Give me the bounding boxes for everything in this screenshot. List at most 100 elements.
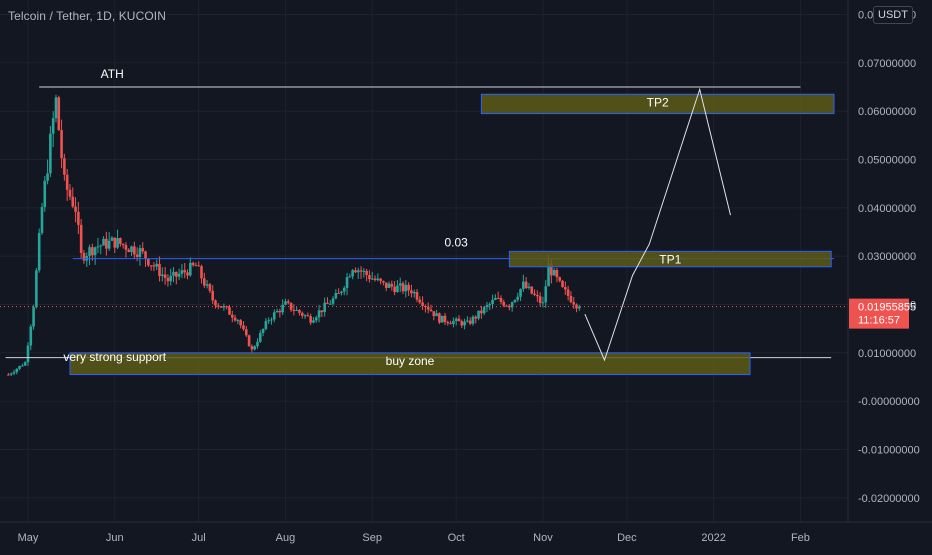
candle <box>410 290 413 294</box>
candle <box>177 273 181 277</box>
candle <box>334 293 338 299</box>
candle <box>247 335 251 347</box>
candle <box>121 243 125 246</box>
candle <box>564 286 567 290</box>
zone-rectangle[interactable] <box>480 93 835 115</box>
candle <box>189 262 192 276</box>
candle <box>63 158 66 175</box>
projection-path[interactable] <box>584 87 731 362</box>
candle <box>51 118 55 134</box>
candle <box>141 248 145 252</box>
candle <box>536 294 539 297</box>
zone-rectangle[interactable] <box>508 250 832 268</box>
candle <box>488 303 492 306</box>
candle <box>54 97 58 119</box>
currency-badge[interactable]: USDT <box>873 6 913 24</box>
price-tick-label: 0.05000000 <box>858 155 916 167</box>
candle <box>432 311 436 317</box>
candle <box>477 310 480 319</box>
candle <box>71 196 75 207</box>
countdown-timer: 11:16:57 <box>858 315 900 327</box>
candle <box>468 320 472 324</box>
candle <box>552 270 556 276</box>
candle <box>7 374 10 376</box>
candle <box>491 299 494 304</box>
candle <box>147 258 150 266</box>
candle <box>502 301 506 306</box>
candle <box>219 306 223 308</box>
candle <box>505 305 508 307</box>
candle <box>155 263 159 267</box>
price-tick-label: -0.02000000 <box>858 493 920 505</box>
candle <box>267 320 270 322</box>
candle <box>46 173 49 181</box>
candle <box>23 362 27 366</box>
candle <box>342 287 346 292</box>
time-axis: May Jun Jul Aug Sep Oct Nov Dec 2022 Feb <box>0 521 932 544</box>
candle <box>203 278 206 286</box>
time-tick-label: Jul <box>192 532 206 544</box>
candle <box>496 297 500 299</box>
candle <box>119 238 122 244</box>
candle <box>538 296 542 304</box>
candle <box>387 283 391 288</box>
candle <box>368 275 371 280</box>
candle <box>74 206 77 212</box>
candle <box>457 318 461 322</box>
candle <box>544 286 548 303</box>
candle <box>88 247 91 257</box>
candle <box>485 305 489 308</box>
candle <box>555 270 559 278</box>
candle <box>96 246 100 248</box>
zone-label: buy zone <box>386 354 435 368</box>
candle <box>284 301 287 305</box>
candle <box>401 283 405 292</box>
candle <box>530 286 534 294</box>
candle <box>480 310 483 314</box>
candle <box>49 133 52 174</box>
candle <box>242 325 245 330</box>
zone-rectangle[interactable] <box>69 352 751 376</box>
candle <box>239 320 242 326</box>
last-price-badge[interactable] <box>849 298 909 329</box>
candle <box>113 237 117 248</box>
candle <box>230 314 234 318</box>
candle <box>91 247 94 256</box>
candle <box>317 310 321 318</box>
candle <box>9 373 13 375</box>
candle <box>303 315 307 317</box>
candle <box>331 298 335 304</box>
candle <box>376 278 380 280</box>
candle <box>138 248 142 257</box>
candle <box>256 341 259 347</box>
candle <box>572 302 576 305</box>
time-tick-label: Oct <box>448 532 465 544</box>
price-tick-label: 0.01000000 <box>858 348 916 360</box>
candle <box>37 233 41 271</box>
candle <box>524 281 528 288</box>
candle <box>298 310 301 313</box>
candle <box>566 289 570 296</box>
candle <box>547 263 550 287</box>
candle <box>216 305 220 307</box>
candle <box>312 320 315 323</box>
candle <box>272 312 276 320</box>
price-tick-label: -0.00000000 <box>858 396 920 408</box>
candle <box>429 309 433 312</box>
candle <box>440 315 444 323</box>
candle <box>578 306 581 309</box>
candle <box>452 320 455 324</box>
candle <box>175 271 178 277</box>
candle <box>379 278 382 281</box>
candle <box>407 284 410 291</box>
zone-label: TP1 <box>659 252 681 266</box>
candle <box>29 326 33 346</box>
candle <box>351 270 354 277</box>
zone-label: TP2 <box>647 95 669 109</box>
time-tick-label: Aug <box>276 532 296 544</box>
annotation-text: very strong support <box>63 350 166 364</box>
candle <box>510 302 514 308</box>
candle <box>275 310 279 313</box>
